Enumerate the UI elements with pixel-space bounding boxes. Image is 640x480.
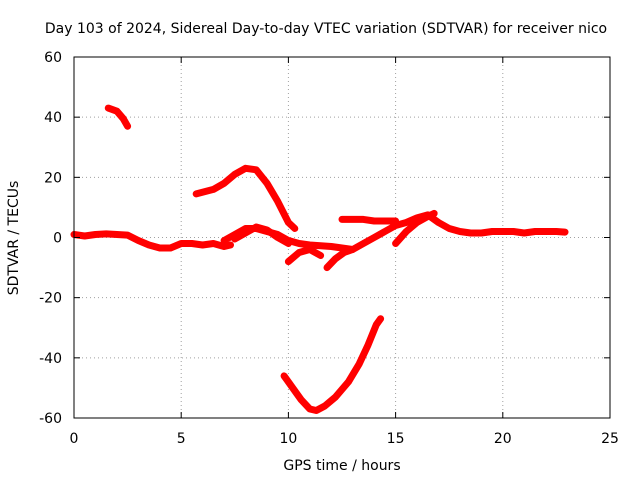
chart-title: Day 103 of 2024, Sidereal Day-to-day VTE… <box>45 21 607 37</box>
x-tick-label: 10 <box>279 431 297 447</box>
y-tick-label: 20 <box>44 170 62 186</box>
series-track-9 <box>392 209 438 247</box>
y-tick-label: 40 <box>44 110 62 126</box>
series-track-7 <box>280 315 385 414</box>
x-tick-label: 15 <box>387 431 405 447</box>
series-track-6 <box>323 246 357 272</box>
series-track-1 <box>104 104 132 130</box>
data-series <box>70 104 569 414</box>
y-axis-label: SDTVAR / TECUs <box>6 181 22 296</box>
y-tick-label: 60 <box>44 50 62 66</box>
grid-lines <box>74 57 610 418</box>
y-tick-label: -20 <box>39 291 62 307</box>
series-track-10 <box>231 223 292 247</box>
series-track-3 <box>192 164 299 232</box>
x-tick-label: 0 <box>70 431 79 447</box>
y-tick-label: -40 <box>39 351 62 367</box>
series-track-5 <box>284 246 325 266</box>
x-tick-label: 20 <box>494 431 512 447</box>
x-axis-label: GPS time / hours <box>283 458 400 474</box>
axis-ticks: 0 5 10 15 20 25 -60 -40 -20 0 20 40 60 <box>39 50 619 447</box>
series-track-8 <box>338 215 400 225</box>
x-tick-label: 25 <box>601 431 619 447</box>
y-tick-label: 0 <box>53 231 62 247</box>
x-tick-label: 5 <box>177 431 186 447</box>
y-tick-label: -60 <box>39 411 62 427</box>
series-track-2 <box>70 230 234 252</box>
